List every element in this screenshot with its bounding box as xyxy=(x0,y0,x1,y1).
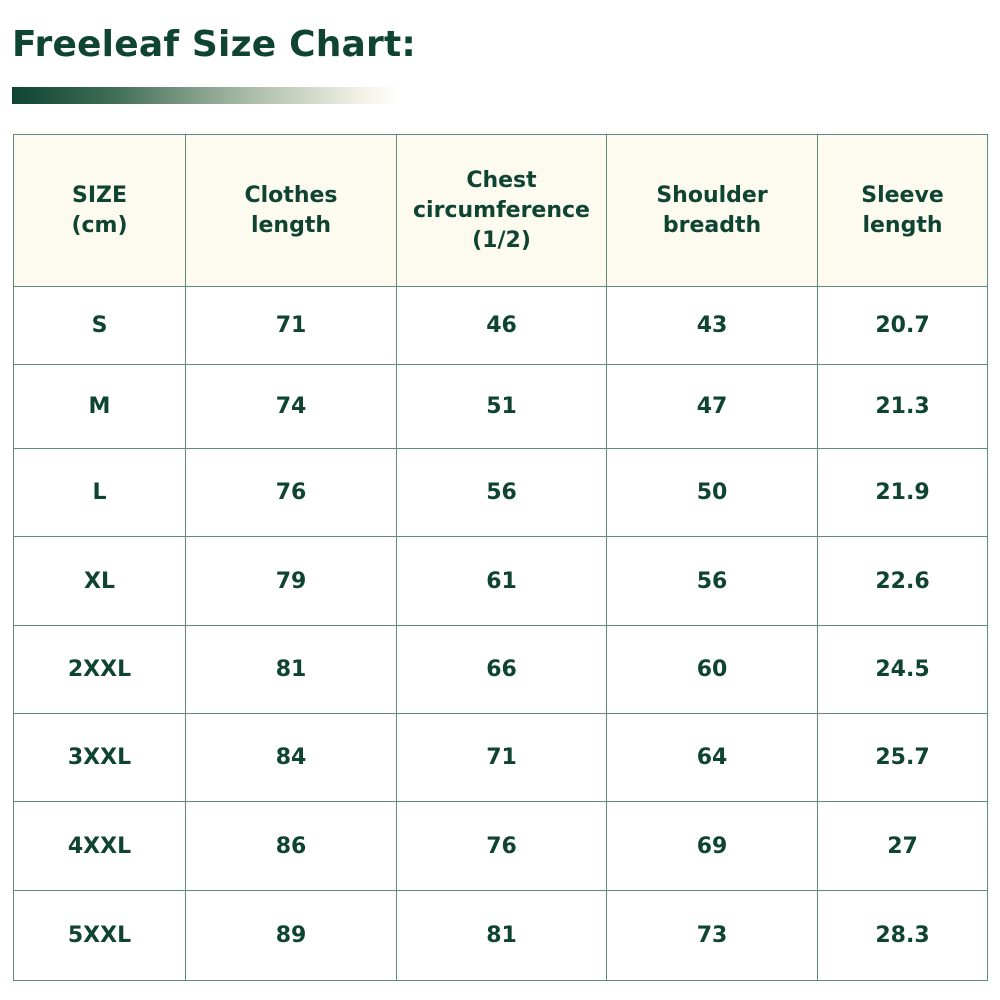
cell-size: 4XXL xyxy=(13,801,186,891)
cell-sleeve-length: 24.5 xyxy=(817,625,988,714)
cell-clothes-length: 74 xyxy=(185,364,397,449)
cell-shoulder-breadth: 47 xyxy=(606,364,818,449)
cell-clothes-length: 86 xyxy=(185,801,397,891)
table-row: 4XXL 86 76 69 27 xyxy=(13,801,988,891)
cell-shoulder-breadth: 60 xyxy=(606,625,818,714)
header-clothes-length: Clothes length xyxy=(185,134,397,287)
table-row: M 74 51 47 21.3 xyxy=(13,364,988,449)
cell-size: M xyxy=(13,364,186,449)
table-row: 3XXL 84 71 64 25.7 xyxy=(13,713,988,802)
cell-sleeve-length: 28.3 xyxy=(817,890,988,981)
cell-chest-circumference: 66 xyxy=(396,625,607,714)
cell-chest-circumference: 46 xyxy=(396,286,607,365)
cell-chest-circumference: 81 xyxy=(396,890,607,981)
cell-chest-circumference: 51 xyxy=(396,364,607,449)
cell-shoulder-breadth: 73 xyxy=(606,890,818,981)
cell-clothes-length: 81 xyxy=(185,625,397,714)
cell-clothes-length: 71 xyxy=(185,286,397,365)
cell-clothes-length: 84 xyxy=(185,713,397,802)
cell-shoulder-breadth: 69 xyxy=(606,801,818,891)
header-shoulder-breadth: Shoulder breadth xyxy=(606,134,818,287)
cell-size: 2XXL xyxy=(13,625,186,714)
size-chart-table: SIZE (cm) Clothes length Chest circumfer… xyxy=(13,134,988,981)
cell-shoulder-breadth: 64 xyxy=(606,713,818,802)
table-row: S 71 46 43 20.7 xyxy=(13,286,988,365)
table-row: 5XXL 89 81 73 28.3 xyxy=(13,890,988,981)
header-chest-circumference: Chest circumference (1/2) xyxy=(396,134,607,287)
table-row: 2XXL 81 66 60 24.5 xyxy=(13,625,988,714)
title-underline-gradient xyxy=(12,87,402,104)
table-header-row: SIZE (cm) Clothes length Chest circumfer… xyxy=(13,134,988,287)
cell-sleeve-length: 25.7 xyxy=(817,713,988,802)
cell-size: 5XXL xyxy=(13,890,186,981)
cell-shoulder-breadth: 56 xyxy=(606,536,818,626)
cell-size: XL xyxy=(13,536,186,626)
cell-chest-circumference: 71 xyxy=(396,713,607,802)
cell-size: L xyxy=(13,448,186,537)
cell-sleeve-length: 27 xyxy=(817,801,988,891)
table-row: XL 79 61 56 22.6 xyxy=(13,536,988,626)
cell-sleeve-length: 21.3 xyxy=(817,364,988,449)
page-title: Freeleaf Size Chart: xyxy=(12,24,416,65)
cell-chest-circumference: 61 xyxy=(396,536,607,626)
cell-sleeve-length: 21.9 xyxy=(817,448,988,537)
cell-shoulder-breadth: 50 xyxy=(606,448,818,537)
cell-sleeve-length: 22.6 xyxy=(817,536,988,626)
header-size: SIZE (cm) xyxy=(13,134,186,287)
cell-clothes-length: 76 xyxy=(185,448,397,537)
table-row: L 76 56 50 21.9 xyxy=(13,448,988,537)
cell-clothes-length: 89 xyxy=(185,890,397,981)
cell-sleeve-length: 20.7 xyxy=(817,286,988,365)
cell-chest-circumference: 76 xyxy=(396,801,607,891)
cell-chest-circumference: 56 xyxy=(396,448,607,537)
header-sleeve-length: Sleeve length xyxy=(817,134,988,287)
cell-size: 3XXL xyxy=(13,713,186,802)
cell-clothes-length: 79 xyxy=(185,536,397,626)
cell-shoulder-breadth: 43 xyxy=(606,286,818,365)
cell-size: S xyxy=(13,286,186,365)
